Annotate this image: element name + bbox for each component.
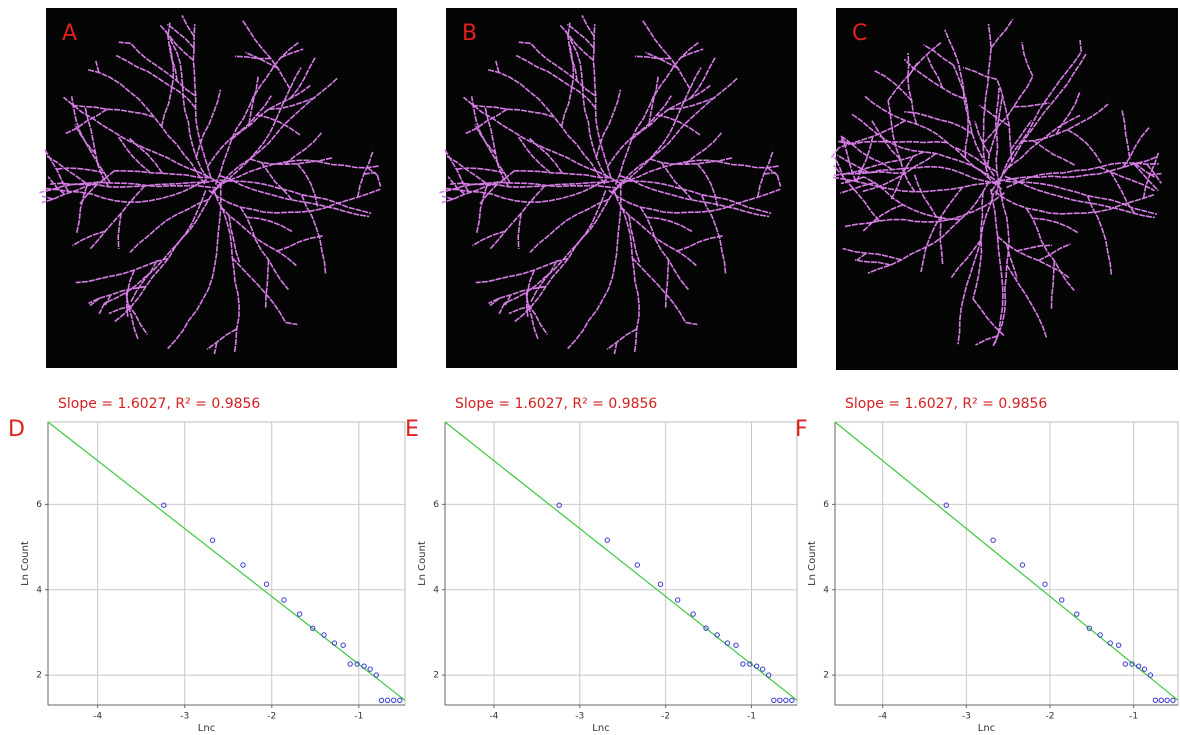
panel-label: C xyxy=(852,21,867,46)
x-axis-label: Lnc xyxy=(592,723,609,734)
x-tick-label: -1 xyxy=(1129,712,1138,722)
x-tick-label: -3 xyxy=(962,712,971,722)
y-tick-label: 2 xyxy=(36,671,42,681)
x-tick-label: -3 xyxy=(575,712,584,722)
y-tick-label: 6 xyxy=(433,500,439,510)
panel-label: E xyxy=(405,417,419,442)
x-axis-label: Lnc xyxy=(198,723,215,734)
panel-label: D xyxy=(8,417,25,442)
y-axis-label: Ln Count xyxy=(20,541,31,586)
y-axis-label: Ln Count xyxy=(807,541,818,586)
x-tick-label: -3 xyxy=(180,712,189,722)
x-tick-label: -1 xyxy=(747,712,756,722)
image-panel xyxy=(439,8,797,368)
chart-title: Slope = 1.6027, R² = 0.9856 xyxy=(455,396,657,412)
panel-label: A xyxy=(62,21,77,46)
y-tick-label: 4 xyxy=(433,585,439,595)
y-tick-label: 2 xyxy=(823,671,829,681)
image-panel xyxy=(832,8,1179,370)
x-axis-label: Lnc xyxy=(978,723,995,734)
image-panel xyxy=(39,8,397,368)
panel-label: F xyxy=(795,417,808,442)
chart-title: Slope = 1.6027, R² = 0.9856 xyxy=(845,396,1047,412)
x-tick-label: -1 xyxy=(354,712,363,722)
y-tick-label: 6 xyxy=(823,500,829,510)
chart-title: Slope = 1.6027, R² = 0.9856 xyxy=(58,396,260,412)
y-tick-label: 6 xyxy=(36,500,42,510)
y-tick-label: 4 xyxy=(823,585,829,595)
panel-label: B xyxy=(462,21,477,46)
x-tick-label: -4 xyxy=(878,712,887,722)
x-tick-label: -4 xyxy=(93,712,102,722)
x-tick-label: -2 xyxy=(1046,712,1055,722)
y-axis-label: Ln Count xyxy=(417,541,428,586)
x-tick-label: -2 xyxy=(661,712,670,722)
y-tick-label: 2 xyxy=(433,671,439,681)
x-tick-label: -2 xyxy=(267,712,276,722)
figure: A B C -4 -3 -2 -1 2 4 6 Slope = 1.6027, R² = 0.985… xyxy=(0,0,1180,735)
y-tick-label: 4 xyxy=(36,585,42,595)
image-background xyxy=(836,8,1178,370)
x-tick-label: -4 xyxy=(489,712,498,722)
